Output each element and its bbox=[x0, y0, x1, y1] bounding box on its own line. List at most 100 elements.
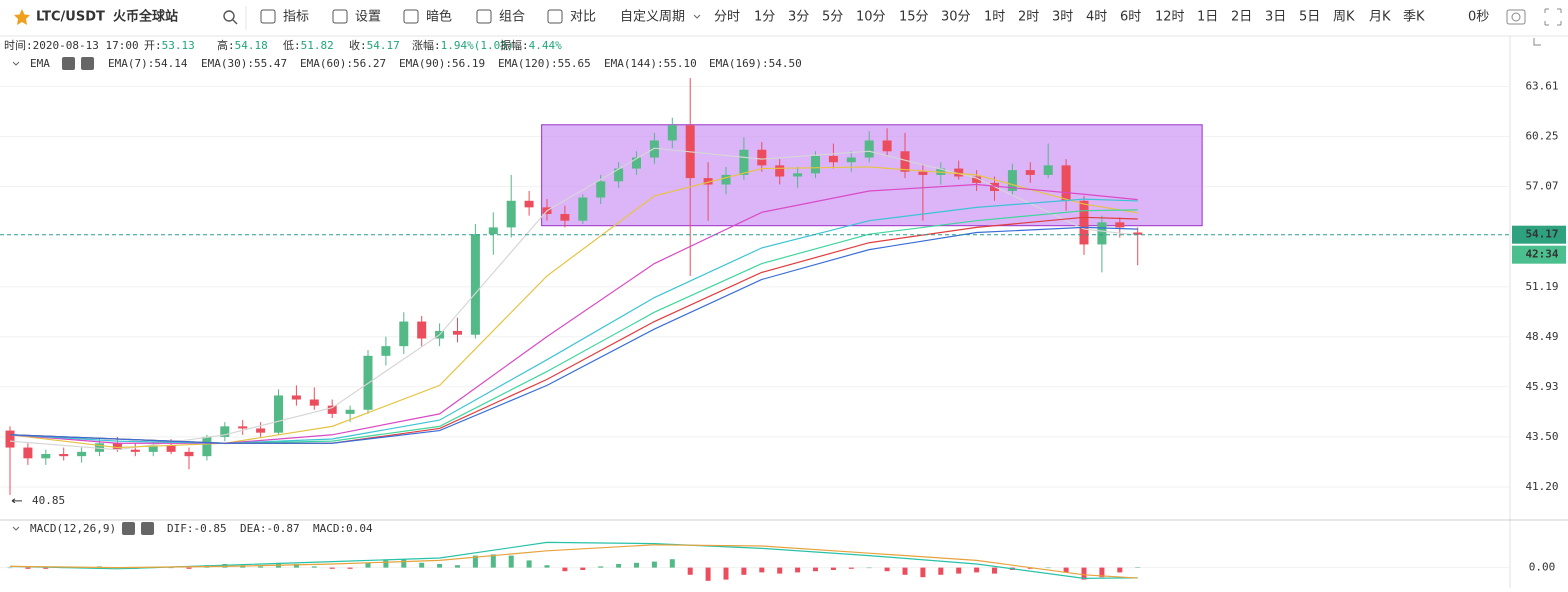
macd-bar bbox=[490, 554, 496, 568]
period-button[interactable]: 15分 bbox=[899, 10, 929, 25]
low-arrow bbox=[11, 498, 22, 504]
macd-bar bbox=[866, 567, 872, 569]
macd-bar bbox=[311, 566, 317, 568]
macd-bar bbox=[598, 566, 604, 568]
period-button[interactable]: 10分 bbox=[856, 10, 886, 25]
settings-button[interactable] bbox=[62, 57, 75, 70]
price-tick-label: 43.50 bbox=[1525, 430, 1558, 443]
macd-bar bbox=[992, 567, 997, 574]
tool-icon[interactable] bbox=[260, 9, 276, 24]
period-button[interactable]: 周K bbox=[1333, 10, 1355, 25]
period-button[interactable]: 3日 bbox=[1265, 10, 1286, 25]
ema-legend: EMA(60):56.27 bbox=[300, 57, 386, 70]
period-button[interactable]: 2日 bbox=[1231, 10, 1252, 25]
candle-body bbox=[1061, 165, 1071, 201]
period-button[interactable]: 3时 bbox=[1052, 10, 1073, 25]
macd-bar bbox=[472, 555, 478, 568]
collapse-icon[interactable] bbox=[1533, 38, 1541, 46]
candle-body bbox=[864, 140, 874, 158]
macd-bar bbox=[884, 567, 890, 572]
price-tick-label: 41.20 bbox=[1525, 480, 1558, 493]
candle-body bbox=[596, 181, 606, 198]
ema-legend: EMA(7):54.14 bbox=[108, 57, 188, 70]
candle-body bbox=[399, 321, 409, 347]
settings-button[interactable] bbox=[122, 522, 135, 535]
period-button[interactable]: 季K bbox=[1403, 10, 1425, 25]
tool-button[interactable]: 指标 bbox=[283, 10, 309, 25]
info-label: 时间: bbox=[4, 39, 33, 52]
candle-body bbox=[184, 451, 194, 457]
period-button[interactable]: 1日 bbox=[1197, 10, 1218, 25]
candle-body bbox=[560, 213, 570, 221]
close-button[interactable] bbox=[81, 57, 94, 70]
macd-bar bbox=[956, 567, 962, 574]
macd-legend: DIF:-0.85 bbox=[167, 522, 227, 535]
tool-icon[interactable] bbox=[547, 9, 563, 24]
custom-period[interactable]: 自定义周期 bbox=[620, 10, 685, 25]
period-button[interactable]: 12时 bbox=[1155, 10, 1185, 25]
period-button[interactable]: 5日 bbox=[1299, 10, 1320, 25]
macd-bar bbox=[813, 567, 818, 572]
info-value: 53.13 bbox=[162, 39, 195, 52]
macd-tick-label: 0.00 bbox=[1529, 561, 1556, 574]
candle-body bbox=[59, 454, 69, 457]
macd-bar bbox=[544, 565, 550, 568]
info-label: 振幅: bbox=[500, 38, 529, 52]
info-item: 低:51.82 bbox=[283, 39, 334, 52]
macd-bar bbox=[920, 567, 926, 578]
countdown-badge bbox=[1512, 245, 1566, 264]
low-label: 40.85 bbox=[32, 494, 65, 507]
macd-bar bbox=[43, 567, 49, 569]
price-tick-label: 48.49 bbox=[1525, 330, 1558, 343]
favorite-icon[interactable] bbox=[14, 9, 30, 25]
tool-button[interactable]: 组合 bbox=[499, 10, 525, 25]
tool-button[interactable]: 设置 bbox=[355, 10, 381, 25]
fullscreen-icon[interactable] bbox=[1544, 8, 1562, 26]
tool-icon[interactable] bbox=[403, 9, 419, 24]
close-button[interactable] bbox=[141, 522, 154, 535]
tool-icon[interactable] bbox=[476, 9, 492, 24]
countdown-setting[interactable]: 0秒 bbox=[1468, 10, 1489, 25]
macd-bar bbox=[1045, 567, 1051, 569]
search-icon[interactable] bbox=[223, 10, 235, 22]
symbol[interactable]: LTC/USDT bbox=[36, 10, 105, 25]
info-value: 2020-08-13 17:00 bbox=[33, 39, 139, 52]
candle-body bbox=[775, 165, 785, 177]
camera-lens bbox=[1511, 12, 1521, 22]
tool-button[interactable]: 暗色 bbox=[426, 9, 452, 25]
tool-button[interactable]: 对比 bbox=[570, 10, 596, 25]
info-value: 51.82 bbox=[301, 39, 334, 52]
period-button[interactable]: 月K bbox=[1369, 10, 1391, 25]
tool-icon[interactable] bbox=[332, 9, 348, 24]
camera-icon[interactable] bbox=[1506, 9, 1526, 25]
candle-body bbox=[1133, 232, 1143, 235]
search-icon-handle bbox=[232, 19, 238, 25]
candle-body bbox=[900, 151, 910, 172]
collapse-caret bbox=[12, 61, 20, 66]
ema-legend: EMA(144):55.10 bbox=[604, 57, 697, 70]
macd-bar bbox=[759, 567, 765, 573]
candle-body bbox=[972, 176, 982, 183]
candle-body bbox=[23, 447, 33, 459]
period-button[interactable]: 1分 bbox=[754, 10, 775, 25]
period-button[interactable]: 6时 bbox=[1120, 10, 1141, 25]
macd-bar bbox=[293, 564, 299, 568]
period-button[interactable]: 2时 bbox=[1018, 10, 1039, 25]
candle-body bbox=[1025, 170, 1035, 175]
macd-bar bbox=[1135, 567, 1141, 568]
macd-bar bbox=[419, 562, 425, 568]
candle-body bbox=[846, 157, 856, 163]
period-button[interactable]: 30分 bbox=[941, 10, 971, 25]
info-item: 涨幅:1.94%(1.03) bbox=[412, 39, 513, 52]
candle-body bbox=[166, 445, 176, 452]
candle-body bbox=[632, 157, 641, 169]
info-item: 收:54.17 bbox=[349, 38, 400, 52]
macd-bar bbox=[1099, 567, 1105, 578]
macd-bar bbox=[1117, 567, 1123, 573]
period-button[interactable]: 1时 bbox=[984, 10, 1005, 25]
period-button[interactable]: 4时 bbox=[1086, 10, 1107, 25]
period-button[interactable]: 5分 bbox=[822, 10, 843, 25]
period-button[interactable]: 分时 bbox=[714, 10, 740, 25]
period-button[interactable]: 3分 bbox=[788, 10, 809, 25]
